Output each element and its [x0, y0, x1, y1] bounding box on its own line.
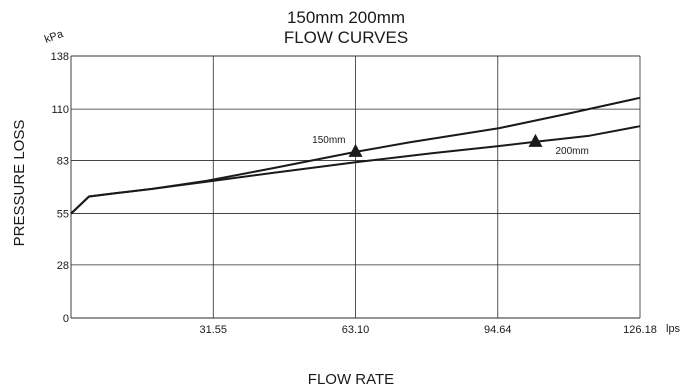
- y-tick-label-55: 55: [57, 209, 69, 221]
- axis-labels: 0 28 55 83 110 138 31.55 63.10 94.64 126.18: [51, 51, 657, 336]
- series-markers: 150mm 200mm: [312, 133, 589, 157]
- series-line-200mm: [70, 125, 641, 215]
- series-label-150mm: 150mm: [312, 135, 345, 146]
- y-tick-label-83: 83: [57, 155, 69, 167]
- series-label-200mm: 200mm: [555, 146, 588, 157]
- marker-200mm: [528, 133, 543, 147]
- x-tick-label-31.55: 31.55: [200, 324, 228, 336]
- x-unit-label: lps: [666, 323, 681, 335]
- grid-lines: [70, 55, 641, 319]
- y-tick-label-110: 110: [51, 104, 69, 116]
- y-axis-title: PRESSURE LOSS: [11, 120, 28, 247]
- x-tick-label-94.64: 94.64: [484, 324, 512, 336]
- marker-150mm: [348, 143, 363, 157]
- x-axis-title: FLOW RATE: [308, 371, 394, 388]
- x-tick-label-63.10: 63.10: [342, 324, 370, 336]
- series-lines: [70, 96, 641, 215]
- y-tick-label-0: 0: [63, 313, 69, 325]
- x-tick-label-126.18: 126.18: [623, 324, 657, 336]
- chart-title-line2: FLOW CURVES: [284, 28, 408, 47]
- y-unit-label: kPa: [43, 28, 66, 46]
- y-tick-label-138: 138: [51, 51, 69, 63]
- chart-title-line1: 150mm 200mm: [287, 8, 405, 27]
- y-tick-label-28: 28: [57, 260, 69, 272]
